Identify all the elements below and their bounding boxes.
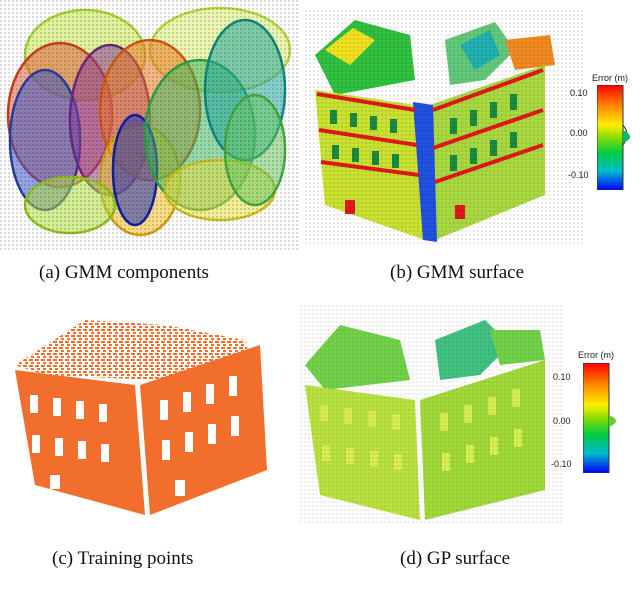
caption-b: (b) GMM surface bbox=[390, 262, 525, 283]
panel-training-points bbox=[5, 305, 300, 520]
colorbar-d-tick-top: 0.10 bbox=[553, 372, 571, 382]
gmm-surface-image bbox=[305, 10, 585, 245]
colorbar-b bbox=[597, 85, 630, 190]
colorbar-b-title: Error (m) bbox=[592, 73, 628, 83]
colorbar-b-tick-mid: 0.00 bbox=[570, 128, 588, 138]
caption-d: (d) GP surface bbox=[400, 548, 511, 569]
colorbar-d-tick-bottom: -0.10 bbox=[551, 459, 572, 469]
colorbar-d-title: Error (m) bbox=[578, 350, 614, 360]
colorbar-d bbox=[583, 363, 625, 473]
caption-c: (c) Training points bbox=[52, 548, 194, 569]
colorbar-b-tick-top: 0.10 bbox=[570, 88, 588, 98]
gmm-components-image bbox=[0, 0, 300, 250]
panel-gp-surface bbox=[300, 305, 562, 525]
panel-gmm-surface bbox=[305, 10, 585, 245]
gp-surface-image bbox=[300, 305, 562, 525]
colorbar-b-tick-bottom: -0.10 bbox=[568, 170, 589, 180]
caption-a: (a) GMM components bbox=[39, 262, 209, 283]
colorbar-d-tick-mid: 0.00 bbox=[553, 416, 571, 426]
training-points-image bbox=[5, 305, 300, 520]
panel-gmm-components bbox=[0, 0, 300, 250]
